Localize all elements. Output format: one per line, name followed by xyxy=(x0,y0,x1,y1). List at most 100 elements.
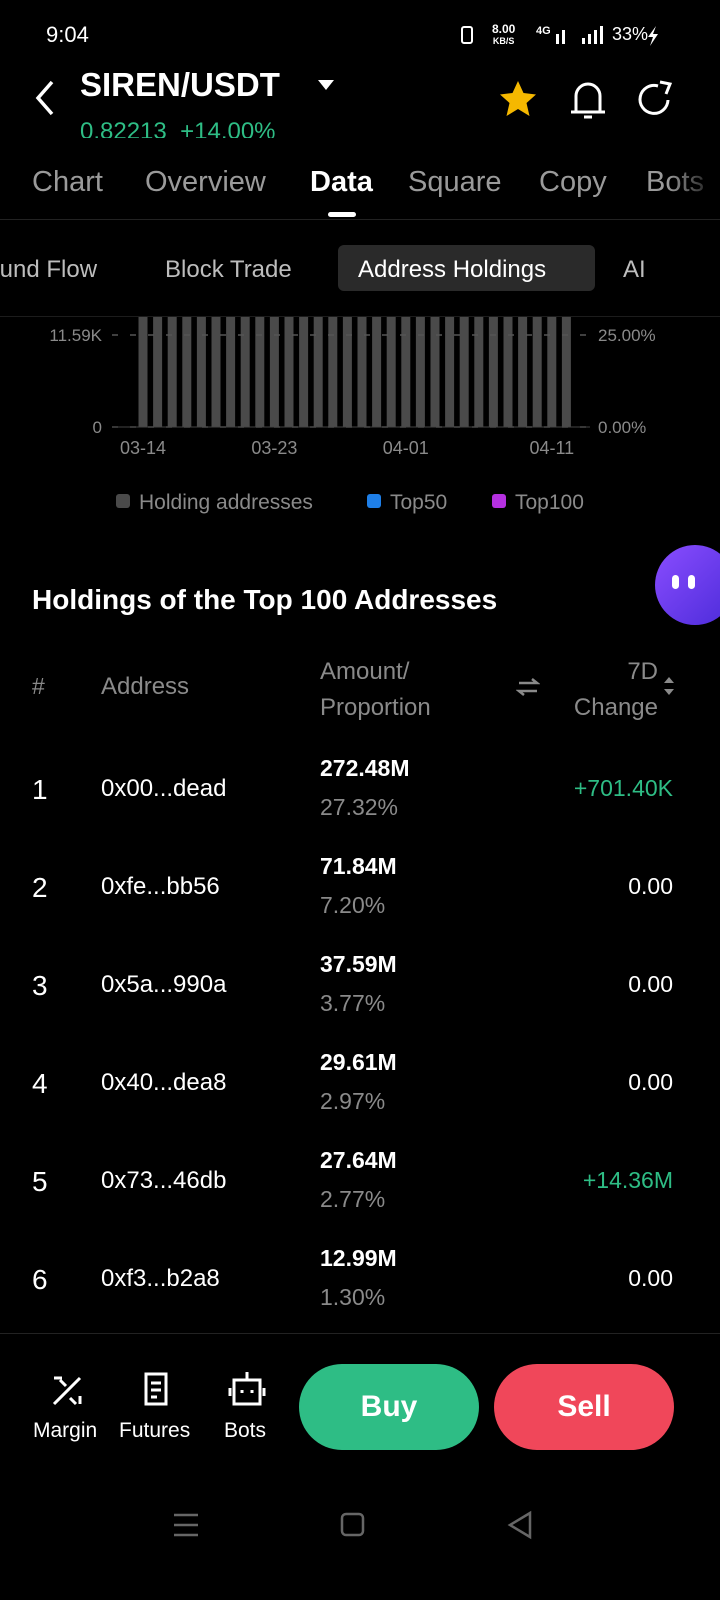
bar xyxy=(357,317,367,427)
subtab-pill xyxy=(338,245,595,291)
address[interactable]: 0x73...46db xyxy=(101,1167,227,1194)
subtab[interactable]: AI xyxy=(623,256,646,283)
price: 0.82213 xyxy=(80,118,167,138)
bar xyxy=(342,317,352,427)
net-speed: 8.00 KB/S xyxy=(492,23,515,47)
sell-button[interactable]: Sell xyxy=(494,1364,674,1450)
col-header: Address xyxy=(101,673,190,700)
x-tick-label: 04-11 xyxy=(529,438,574,458)
y-tick-label: 0 xyxy=(93,418,102,437)
tool-label[interactable]: Margin xyxy=(33,1419,98,1442)
tab[interactable]: Data xyxy=(310,166,373,198)
bar xyxy=(518,317,528,427)
bar xyxy=(474,317,484,427)
proportion: 2.97% xyxy=(320,1088,386,1114)
dropdown-icon[interactable] xyxy=(316,78,336,92)
divider xyxy=(0,219,720,220)
nav-menu[interactable] xyxy=(174,1513,198,1537)
legend-swatch xyxy=(367,494,381,508)
tab[interactable]: Chart xyxy=(32,166,103,198)
subtab[interactable]: Fund Flow xyxy=(0,256,98,283)
rank: 5 xyxy=(32,1166,48,1197)
subtab[interactable]: Address Holdings xyxy=(358,256,547,283)
bar xyxy=(547,317,557,427)
col-header-line: Proportion xyxy=(320,694,431,721)
proportion: 27.32% xyxy=(320,794,399,820)
proportion: 2.77% xyxy=(320,1186,386,1212)
address[interactable]: 0x5a...990a xyxy=(101,971,227,998)
proportion: 3.77% xyxy=(320,990,386,1016)
subtab[interactable]: Block Trade xyxy=(165,256,292,283)
bar xyxy=(430,317,440,427)
pair-title[interactable]: SIREN/USDT xyxy=(80,66,280,103)
bar xyxy=(503,317,513,427)
swap-icon[interactable] xyxy=(516,676,540,698)
tab[interactable]: Copy xyxy=(539,166,607,198)
amount: 71.84M xyxy=(320,853,397,879)
address[interactable]: 0x00...dead xyxy=(101,775,227,802)
back-button[interactable] xyxy=(30,78,60,118)
bar xyxy=(196,317,206,427)
rank: 1 xyxy=(32,774,48,805)
nav-home[interactable] xyxy=(340,1512,365,1537)
chart: 0 11.59K 0.00% 25.00% 03-14 03-23 04-01 04-11 Ho… xyxy=(49,317,656,514)
alert[interactable] xyxy=(571,82,605,119)
buy-button[interactable]: Buy xyxy=(299,1364,479,1450)
bar xyxy=(299,317,309,427)
change: 0.00 xyxy=(628,971,673,997)
status-icons xyxy=(461,26,658,46)
change: 0.00 xyxy=(628,873,673,899)
bar xyxy=(167,317,177,427)
sort-icon[interactable] xyxy=(662,675,676,697)
legend-swatch xyxy=(116,494,130,508)
amount: 37.59M xyxy=(320,951,397,977)
amount: 12.99M xyxy=(320,1245,397,1271)
bar xyxy=(488,317,498,427)
bar xyxy=(240,317,250,427)
fade xyxy=(668,140,720,220)
bar xyxy=(328,317,338,427)
rank: 3 xyxy=(32,970,48,1001)
bar xyxy=(313,317,323,427)
tool-label[interactable]: Futures xyxy=(119,1419,191,1442)
table-rows: 1 0x00...dead 272.48M 27.32% +701.40K 2 0xfe..… xyxy=(32,755,673,1310)
y2-tick-label: 25.00% xyxy=(598,326,656,345)
amount: 29.61M xyxy=(320,1049,397,1075)
rank: 4 xyxy=(32,1068,48,1099)
legend-swatch xyxy=(492,494,506,508)
legend-label: Top50 xyxy=(390,491,447,514)
nav-back[interactable] xyxy=(507,1510,532,1540)
tab[interactable]: Square xyxy=(408,166,502,198)
tabs: ChartOverviewDataSquareCopyBots xyxy=(0,0,720,220)
address[interactable]: 0xf3...b2a8 xyxy=(101,1265,220,1292)
bar xyxy=(255,317,265,427)
col-header[interactable]: 7D Change xyxy=(574,654,658,726)
change: +701.40K xyxy=(573,775,673,801)
tab[interactable]: Overview xyxy=(145,166,266,198)
change: 0.00 xyxy=(628,1069,673,1095)
address[interactable]: 0xfe...bb56 xyxy=(101,873,220,900)
assistant-bubble[interactable] xyxy=(655,545,720,625)
tool-label[interactable]: Bots xyxy=(224,1419,267,1442)
favorite[interactable] xyxy=(500,81,536,116)
change: 0.00 xyxy=(628,1265,673,1291)
bar xyxy=(226,317,236,427)
proportion: 1.30% xyxy=(320,1284,386,1310)
bar xyxy=(372,317,382,427)
share[interactable] xyxy=(638,80,673,115)
bar xyxy=(386,317,396,427)
status-time: 9:04 xyxy=(46,22,89,47)
rank: 6 xyxy=(32,1264,48,1295)
network: 4G xyxy=(536,25,551,37)
bar xyxy=(153,317,163,427)
address[interactable]: 0x40...dea8 xyxy=(101,1069,227,1096)
col-header[interactable]: Amount/Proportion xyxy=(320,654,431,726)
y-tick-label: 11.59K xyxy=(49,326,102,345)
subtabs: Fund Flow Block Trade Address Holdings AI xyxy=(0,0,720,320)
bar xyxy=(445,317,455,427)
bar xyxy=(459,317,469,427)
nav-bar xyxy=(174,1510,532,1540)
col-header-line: 7D xyxy=(627,658,658,685)
bar xyxy=(211,317,221,427)
